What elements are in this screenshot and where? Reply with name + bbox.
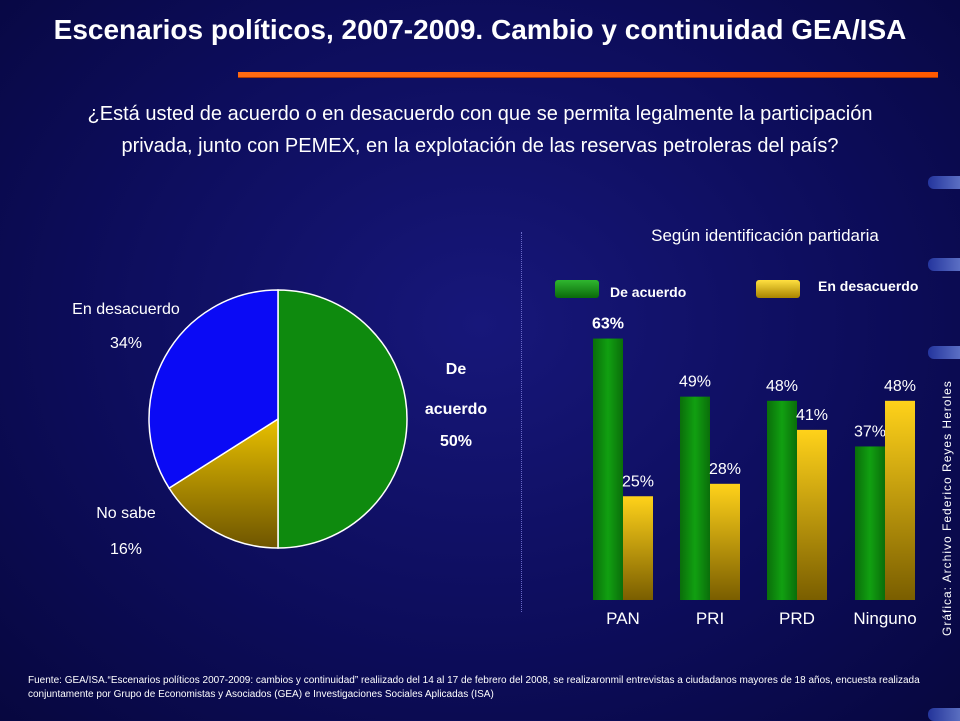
side-decoration (928, 258, 960, 271)
bar-value-prd-disagree: 41% (796, 407, 828, 424)
bar-pri-disagree (710, 483, 740, 600)
category-label-pri: PRI (696, 609, 724, 628)
bar-value-prd-agree: 48% (766, 378, 798, 395)
pie-label-agree-value: 50% (440, 433, 472, 450)
pie-slice-no-sabe (168, 417, 279, 549)
category-label-ninguno: Ninguno (853, 609, 916, 628)
pie-chart (148, 289, 408, 549)
bar-value-ninguno-agree: 37% (854, 423, 886, 440)
bar-prd-disagree (797, 429, 827, 600)
category-label-pan: PAN (606, 609, 640, 628)
pie-label-disagree-value: 34% (110, 335, 142, 352)
credit-text: Gráfica: Archivo Federico Reyes Heroles (940, 380, 954, 636)
pie-label-agree-line1: De (446, 361, 467, 378)
bar-prd-agree (767, 400, 797, 600)
bar-value-pri-disagree: 28% (709, 461, 741, 478)
section-divider (521, 232, 522, 612)
bar-value-ninguno-disagree: 48% (884, 378, 916, 395)
bar-value-pri-agree: 49% (679, 374, 711, 391)
survey-question: ¿Está usted de acuerdo o en desacuerdo c… (87, 103, 873, 157)
bar-ninguno-agree (855, 446, 885, 600)
pie-label-agree-line2: acuerdo (425, 401, 487, 418)
pie-label-nosabe: No sabe (96, 505, 156, 522)
legend-label-disagree: En desacuerdo (818, 278, 919, 294)
title-underline (238, 72, 938, 77)
pie-slice-en-desacuerdo (148, 289, 279, 490)
pie-labels: De acuerdo 50% En desacuerdo 34% No sabe… (72, 301, 487, 558)
pie-label-nosabe-value: 16% (110, 541, 142, 558)
side-decoration (928, 708, 960, 721)
bar-chart-title: Según identificación partidaria (651, 226, 879, 245)
legend-label-agree: De acuerdo (610, 284, 687, 300)
source-footnote: Fuente: GEA/ISA.“Escenarios políticos 20… (28, 675, 920, 700)
slide-title: Escenarios políticos, 2007-2009. Cambio … (53, 14, 907, 45)
legend-swatch-agree (555, 280, 599, 298)
side-decoration (928, 176, 960, 189)
bar-pri-agree (680, 396, 710, 600)
pie-slice-de-acuerdo (277, 289, 408, 549)
bar-ninguno-disagree (885, 400, 915, 600)
bar-pan-agree (593, 338, 623, 600)
bar-pan-disagree (623, 496, 653, 600)
bar-value-pan-agree: 63% (592, 316, 624, 333)
bar-chart: 63% 25% PAN 49% 28% PRI 48% 41% PRD 37% 48% Ninguno (592, 316, 917, 628)
side-decoration (928, 346, 960, 359)
legend-swatch-disagree (756, 280, 800, 298)
bar-value-pan-disagree: 25% (622, 473, 654, 490)
category-label-prd: PRD (779, 609, 815, 628)
pie-label-disagree: En desacuerdo (72, 301, 180, 318)
